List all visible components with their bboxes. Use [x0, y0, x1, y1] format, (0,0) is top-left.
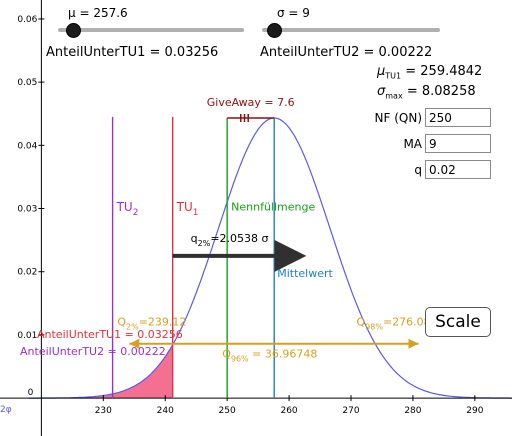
x-tick-label: 250: [219, 406, 236, 416]
anteil-tu2-annotation: AnteilUnterTU2 = 0.00222: [20, 345, 166, 358]
q-label: q: [414, 163, 422, 177]
y-tick-label: 0.04: [17, 141, 37, 151]
x-tick-label: 260: [280, 406, 297, 416]
sigma-max-number: = 8.08258: [406, 84, 476, 99]
anteil-tu1-annotation: AnteilUnterTU1 = 0.03256: [37, 328, 183, 341]
x-tick-label: 280: [404, 406, 421, 416]
quantile-arrow-left-head: [129, 338, 140, 349]
y-tick-label: 0.06: [17, 15, 37, 25]
quantile-arrow-right-head: [408, 338, 419, 349]
sigma-subscript: max: [385, 91, 403, 101]
sigma-slider-label: σ = 9: [277, 6, 310, 20]
sigma-slider-handle[interactable]: [267, 23, 282, 38]
phi-axis-label: 2φ: [0, 405, 12, 415]
y-tick-label: 0.02: [17, 268, 37, 278]
scale-button[interactable]: Scale: [425, 307, 491, 337]
nf-input[interactable]: [425, 108, 491, 127]
y-tick-label: 0.01: [17, 331, 37, 341]
tu2-label: TU2: [116, 200, 139, 218]
sigma-symbol: σ: [377, 84, 386, 99]
x-tick-label: 290: [466, 406, 483, 416]
mu-slider-track[interactable]: [58, 28, 244, 32]
ma-input[interactable]: [425, 134, 491, 153]
origin-label: 0: [28, 388, 34, 398]
mu-subscript: TU1: [385, 71, 402, 81]
sigma-max-readout: σmax = 8.08258: [377, 84, 476, 101]
y-tick-label: 0.05: [17, 78, 37, 88]
x-tick-label: 270: [342, 406, 359, 416]
y-tick-label: 0.03: [17, 205, 37, 215]
q98-label: Q98%=276.08: [356, 316, 430, 332]
x-tick-label: 230: [95, 406, 112, 416]
mu-symbol: μ: [377, 64, 386, 79]
mittelwert-label: Mittelwert: [277, 267, 333, 280]
mu-slider-label: μ = 257.6: [68, 6, 128, 20]
sigma-slider-track[interactable]: [262, 28, 440, 32]
ma-label: MA: [403, 137, 422, 151]
tu1-label: TU1: [176, 200, 199, 218]
q2-label: Q2%=239.12: [117, 316, 186, 332]
giveaway-label: GiveAway = 7.6: [207, 96, 295, 109]
x-tick-label: 240: [157, 406, 174, 416]
q96-label: Q96% = 36.96748: [222, 348, 317, 364]
nf-label: NF (QN): [374, 111, 422, 125]
mu-slider-handle[interactable]: [66, 23, 81, 38]
q-arrow-label: q2%=2.0538 σ: [191, 232, 269, 248]
mu-tu1-readout: μTU1 = 259.4842: [377, 64, 482, 81]
anteil-tu1-value: AnteilUnterTU1 = 0.03256: [46, 45, 219, 60]
nennfuellmenge-label: Nennfüllmenge: [231, 200, 315, 213]
q-input[interactable]: [425, 160, 491, 179]
mu-tu1-number: = 259.4842: [405, 64, 483, 79]
anteil-tu2-value: AnteilUnterTU2 = 0.00222: [260, 45, 433, 60]
